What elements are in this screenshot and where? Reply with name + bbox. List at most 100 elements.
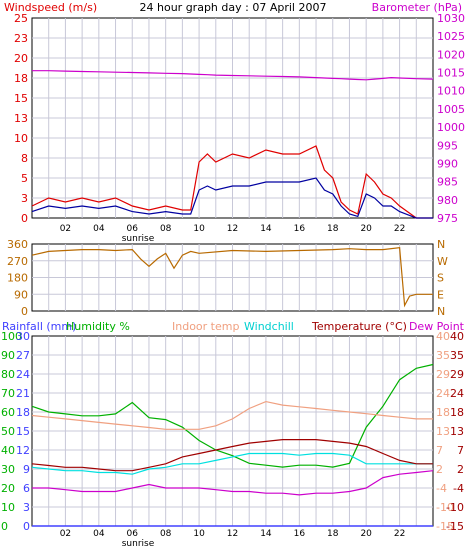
barometer-tick-label: 1020: [437, 48, 465, 61]
rainfall-tick-label: 27: [16, 349, 30, 362]
rainfall-tick-label: 15: [16, 425, 30, 438]
barometer-axis-label: Barometer (hPa): [372, 1, 462, 14]
x-tick-label: 04: [93, 529, 105, 539]
temperature-humidity-panel: 0102030405060708090100036912151821242730…: [1, 330, 464, 539]
x-tick-label: 22: [394, 529, 405, 539]
x-tick-label: 04: [93, 224, 105, 234]
rainfall-tick-label: 0: [23, 520, 30, 533]
direction-tick-label: 270: [7, 255, 28, 268]
legend-indoor-temp: Indoor temp: [172, 320, 239, 333]
windspeed-tick-label: 0: [21, 212, 28, 225]
compass-tick-label: W: [437, 255, 448, 268]
x-tick-label: 06: [127, 224, 139, 234]
temp-tick-label-inner: 7: [436, 444, 443, 457]
sunrise-label-bottom: sunrise: [122, 539, 155, 549]
barometer-tick-label: 985: [437, 176, 458, 189]
windspeed-tick-label: 20: [14, 52, 28, 65]
x-tick-label: 10: [193, 224, 205, 234]
rainfall-tick-label: 21: [16, 387, 30, 400]
barometer-tick-label: 980: [437, 194, 458, 207]
legend-humidity: Humidity %: [66, 320, 130, 333]
windspeed-tick-label: 13: [14, 112, 28, 125]
rainfall-tick-label: 3: [23, 501, 30, 514]
x-tick-label: 16: [294, 529, 306, 539]
direction-tick-label: 180: [7, 272, 28, 285]
x-tick-label: 20: [360, 529, 372, 539]
windspeed-tick-label: 18: [14, 72, 28, 85]
temp-tick-label-inner: 35: [436, 349, 450, 362]
temp-tick-label-outer: 24: [450, 387, 464, 400]
rainfall-tick-label: 6: [23, 482, 30, 495]
temp-tick-label-outer: 13: [450, 425, 464, 438]
humidity-tick-label: 100: [1, 330, 22, 343]
barometer-tick-label: 1005: [437, 103, 465, 116]
legend-temperature: Temperature (°C): [311, 320, 407, 333]
windspeed-tick-label: 10: [14, 132, 28, 145]
rainfall-tick-label: 12: [16, 444, 30, 457]
barometer-tick-label: 1030: [437, 12, 465, 25]
direction-tick-label: 90: [14, 288, 28, 301]
sunrise-label-top: sunrise: [122, 234, 155, 244]
humidity-tick-label: 70: [1, 387, 15, 400]
x-tick-label: 22: [394, 224, 405, 234]
temp-tick-label-inner: 13: [436, 425, 450, 438]
x-tick-label: 10: [193, 529, 205, 539]
windspeed-line: [31, 145, 433, 219]
x-tick-label: 08: [160, 224, 172, 234]
indoor-temp-line: [31, 400, 433, 430]
temp-tick-label-inner: -4: [436, 482, 447, 495]
compass-tick-label: N: [437, 305, 445, 318]
temp-tick-label-inner: 24: [436, 387, 450, 400]
humidity-tick-label: 60: [1, 406, 15, 419]
x-tick-label: 16: [294, 224, 306, 234]
x-tick-label: 14: [260, 224, 272, 234]
temp-tick-label-outer: 18: [450, 406, 464, 419]
compass-tick-label: S: [437, 272, 444, 285]
humidity-tick-label: 50: [1, 425, 15, 438]
legend-windchill: Windchill: [244, 320, 294, 333]
barometer-tick-label: 1010: [437, 85, 465, 98]
barometer-tick-label: 990: [437, 157, 458, 170]
temp-tick-label-outer: -15: [446, 520, 464, 533]
windspeed-tick-label: 15: [14, 92, 28, 105]
windchill-line: [31, 452, 433, 475]
x-tick-label: 12: [227, 529, 238, 539]
temp-tick-label-outer: 40: [450, 330, 464, 343]
rainfall-tick-label: 24: [16, 368, 30, 381]
temp-tick-label-outer: 2: [457, 463, 464, 476]
temp-tick-label-inner: 18: [436, 406, 450, 419]
temp-tick-label-inner: -10: [436, 501, 454, 514]
graph-title: 24 hour graph day : 07 April 2007: [140, 1, 327, 14]
humidity-tick-label: 0: [1, 520, 8, 533]
direction-tick-label: 0: [21, 305, 28, 318]
x-tick-label: 20: [360, 224, 372, 234]
humidity-tick-label: 30: [1, 463, 15, 476]
temperature-line: [31, 439, 433, 472]
legend-rainfall: Rainfall (mm): [2, 320, 76, 333]
temp-tick-label-outer: 7: [457, 444, 464, 457]
temp-tick-label-outer: 29: [450, 368, 464, 381]
x-tick-label: 02: [60, 529, 71, 539]
compass-tick-label: N: [437, 238, 445, 251]
dewpoint-line: [32, 470, 434, 496]
barometer-tick-label: 995: [437, 139, 458, 152]
rainfall-tick-label: 30: [16, 330, 30, 343]
wind-barometer-panel: 0 3 5 8 10 13 15 18 20 23 25 975 980 985 990 995 1000 10…: [14, 12, 465, 234]
barometer-line: [32, 70, 434, 81]
humidity-line: [31, 363, 434, 468]
legend-dewpoint: Dew Point: [409, 320, 465, 333]
x-tick-label: 18: [327, 529, 339, 539]
humidity-tick-label: 10: [1, 501, 15, 514]
barometer-tick-label: 1015: [437, 67, 465, 80]
wind-direction-line: [31, 247, 433, 308]
x-tick-label: 02: [60, 224, 71, 234]
windspeed-tick-label: 5: [21, 172, 28, 185]
rainfall-tick-label: 18: [16, 406, 30, 419]
temp-tick-label-outer: -10: [446, 501, 464, 514]
compass-tick-label: E: [437, 288, 444, 301]
barometer-tick-label: 1000: [437, 121, 465, 134]
avg-wind-line: [31, 177, 433, 219]
humidity-tick-label: 80: [1, 368, 15, 381]
